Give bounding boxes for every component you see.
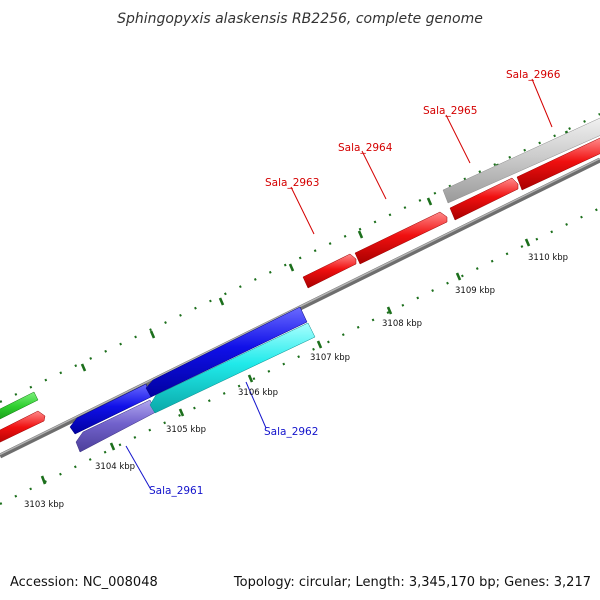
gene-arrow-green[interactable]	[0, 391, 39, 424]
gene-label-sala-2965[interactable]: Sala_2965	[423, 105, 477, 117]
scale-label-3106: 3106 kbp	[238, 388, 278, 398]
gene-arrow-sala-2964[interactable]	[354, 211, 448, 265]
gene-arrow-red-left[interactable]	[0, 410, 46, 447]
topology-text: Topology: circular; Length: 3,345,170 bp…	[233, 575, 591, 590]
major-ticks	[40, 238, 531, 485]
gene-label-sala-2966[interactable]: Sala_2966	[506, 69, 561, 81]
forward-strand	[0, 117, 600, 447]
gene-labels: Sala_2963 Sala_2964 Sala_2965 Sala_2966 …	[149, 69, 561, 497]
label-leaders	[125, 78, 553, 489]
scale-label-3107: 3107 kbp	[310, 353, 350, 363]
gene-arrow-sala-2965[interactable]	[449, 177, 519, 221]
gene-label-sala-2963[interactable]: Sala_2963	[265, 177, 319, 189]
scale-label-3108: 3108 kbp	[382, 319, 422, 329]
gene-arrow-sala-2963[interactable]	[302, 253, 357, 289]
scale-label-3104: 3104 kbp	[95, 462, 135, 472]
gene-label-sala-2961[interactable]: Sala_2961	[149, 485, 203, 497]
scale-label-3103: 3103 kbp	[24, 500, 64, 510]
outer-tick-ring	[0, 113, 600, 403]
reverse-strand	[69, 306, 316, 453]
inner-tick-ring	[0, 207, 600, 505]
gene-arrow-blue-right[interactable]	[145, 306, 308, 398]
gene-arrow-sala-2966-red[interactable]	[516, 137, 600, 191]
scale-labels: 3103 kbp 3104 kbp 3105 kbp 3106 kbp 3107…	[24, 253, 568, 510]
map-title: Sphingopyxis alaskensis RB2256, complete…	[117, 11, 483, 27]
gene-arrow-sala-2966[interactable]	[442, 117, 600, 204]
gene-label-sala-2964[interactable]: Sala_2964	[338, 142, 393, 154]
scale-label-3105: 3105 kbp	[166, 425, 206, 435]
gene-arrow-sala-2962[interactable]	[149, 322, 316, 414]
scale-label-3110: 3110 kbp	[528, 253, 568, 263]
scale-label-3109: 3109 kbp	[455, 286, 495, 296]
accession-text: Accession: NC_008048	[10, 575, 158, 590]
gene-label-sala-2962[interactable]: Sala_2962	[264, 426, 318, 438]
